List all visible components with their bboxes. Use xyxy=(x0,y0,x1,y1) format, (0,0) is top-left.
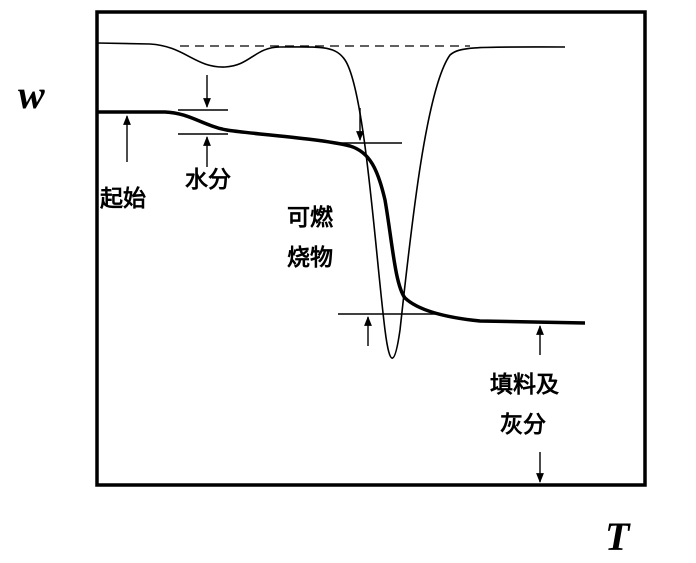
dtg-curve xyxy=(96,42,566,359)
annotation: 填料及 xyxy=(490,372,559,398)
annotation: 烧物 xyxy=(287,244,333,271)
annotation: 灰分 xyxy=(500,411,546,438)
tg-curve xyxy=(97,110,586,325)
annotation: 起始 xyxy=(100,185,146,212)
y-axis-label: w xyxy=(18,72,45,117)
annotation: 水分 xyxy=(185,167,231,193)
x-axis-label: T xyxy=(605,514,631,559)
annotation: 可燃 xyxy=(287,204,334,231)
plot-frame xyxy=(95,10,647,487)
